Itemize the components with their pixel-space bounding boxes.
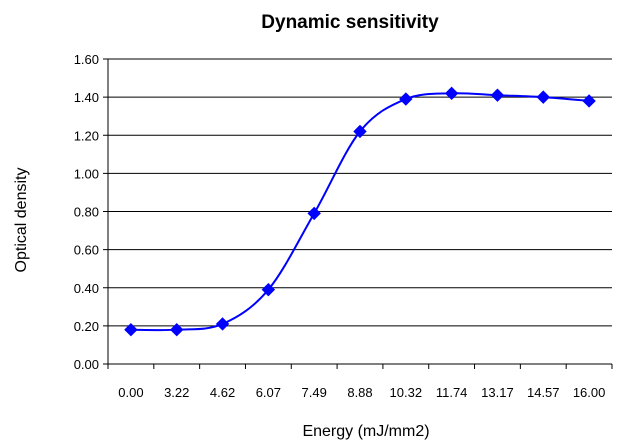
x-tick-label: 13.17 bbox=[481, 385, 514, 400]
x-axis-label: Energy (mJ/mm2) bbox=[302, 423, 429, 440]
y-tick-label: 0.20 bbox=[74, 319, 99, 334]
y-tick-label: 0.80 bbox=[74, 205, 99, 220]
data-point bbox=[353, 124, 367, 139]
x-tick-label: 6.07 bbox=[256, 385, 281, 400]
y-tick-label: 0.60 bbox=[74, 243, 99, 258]
x-tick-label: 8.88 bbox=[347, 385, 372, 400]
y-tick-label: 1.40 bbox=[74, 90, 99, 105]
data-point bbox=[170, 322, 184, 337]
y-tick-labels: 0.00 0.20 0.40 0.60 0.80 1.00 1.20 1.40 1.60 bbox=[74, 52, 99, 372]
x-tick-label: 3.22 bbox=[164, 385, 189, 400]
y-tick-label: 1.20 bbox=[74, 128, 99, 143]
chart-title: Dynamic sensitivity bbox=[261, 12, 439, 33]
y-tick-label: 0.00 bbox=[74, 357, 99, 372]
x-tick-label: 14.57 bbox=[527, 385, 560, 400]
axes bbox=[103, 58, 613, 369]
data-point bbox=[124, 322, 138, 337]
y-axis-label: Optical density bbox=[13, 168, 30, 273]
data-point bbox=[215, 317, 230, 331]
series-line bbox=[130, 92, 590, 332]
x-tick-label: 7.49 bbox=[302, 385, 327, 400]
data-point bbox=[399, 92, 413, 106]
x-tick-label: 4.62 bbox=[210, 385, 235, 400]
data-point bbox=[261, 282, 276, 297]
x-tick-label: 16.00 bbox=[573, 385, 606, 400]
data-point bbox=[307, 206, 321, 221]
data-point bbox=[536, 90, 550, 104]
data-point bbox=[490, 88, 505, 102]
x-tick-label: 11.74 bbox=[436, 385, 468, 400]
data-point bbox=[444, 86, 459, 101]
grid-lines bbox=[108, 58, 612, 327]
y-tick-label: 0.40 bbox=[74, 281, 99, 296]
y-tick-label: 1.00 bbox=[74, 166, 99, 181]
x-tick-label: 10.32 bbox=[390, 385, 423, 400]
data-point bbox=[582, 94, 596, 108]
y-tick-label: 1.60 bbox=[74, 52, 99, 67]
x-tick-labels: 0.00 3.22 4.62 6.07 7.49 8.88 10.32 11.74 13.17 1… bbox=[118, 385, 605, 400]
x-tick-label: 0.00 bbox=[118, 385, 143, 400]
series-group bbox=[124, 86, 596, 337]
